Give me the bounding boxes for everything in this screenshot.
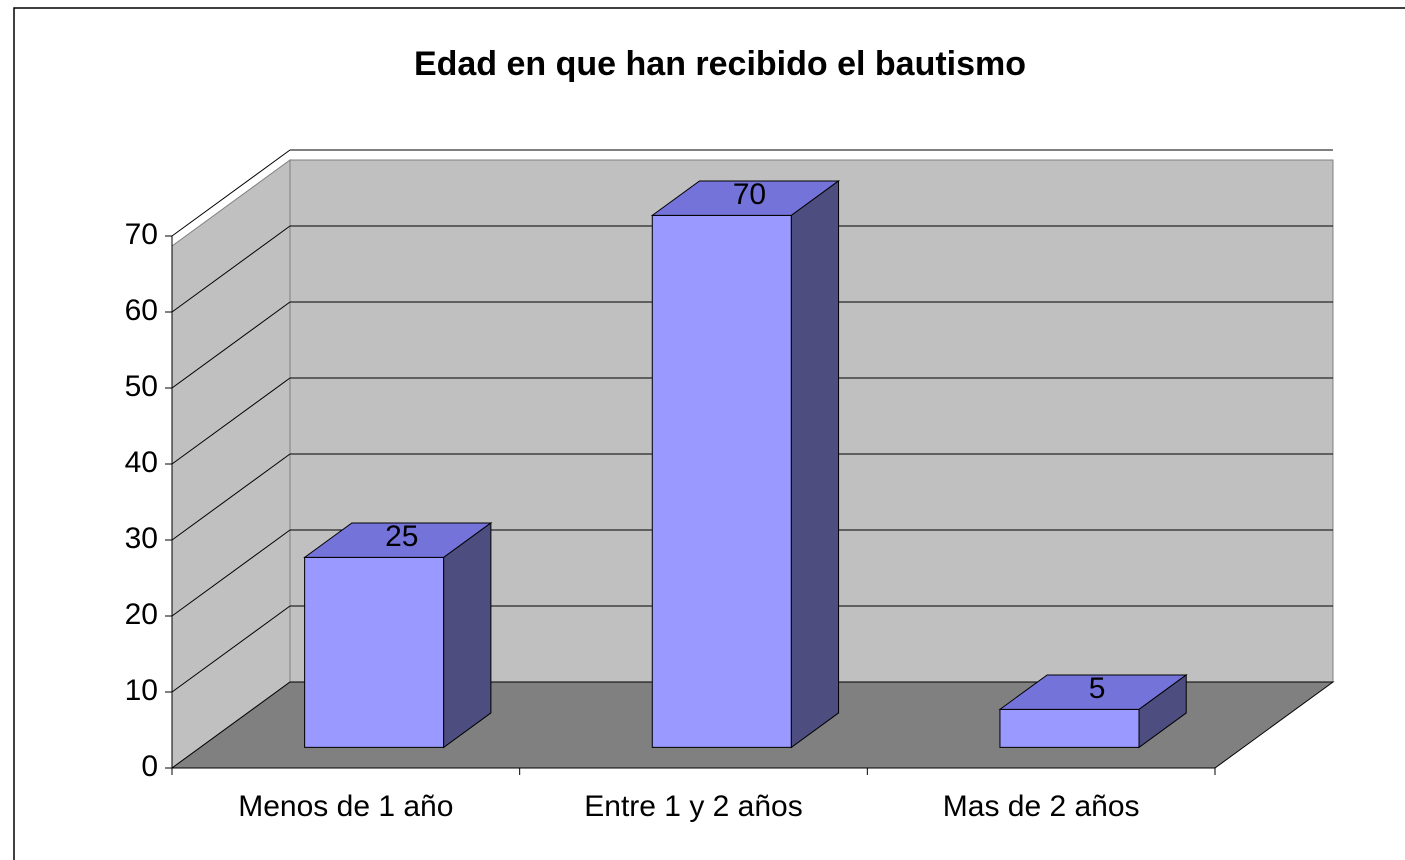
x-tick-label: Menos de 1 año (238, 790, 453, 823)
grid-line (171, 605, 291, 693)
y-tick-label: 40 (125, 446, 158, 479)
x-tick-label: Mas de 2 años (943, 790, 1140, 823)
y-tick-label: 10 (125, 674, 158, 707)
x-tick-label: Entre 1 y 2 años (584, 790, 802, 823)
chart-title: Edad en que han recibido el bautismo (414, 45, 1026, 83)
bar (304, 556, 445, 748)
grid-line (171, 301, 291, 389)
side-wall (171, 159, 291, 769)
value-label: 5 (1089, 672, 1106, 705)
grid-line (171, 453, 291, 541)
bar-side (1138, 673, 1187, 749)
grid-line (171, 149, 291, 237)
y-tick-label: 0 (141, 750, 158, 783)
y-tick-label: 60 (125, 294, 158, 327)
y-tick-label: 70 (125, 218, 158, 251)
bar-side (443, 521, 492, 749)
y-tick-label: 20 (125, 598, 158, 631)
bar (651, 214, 792, 748)
y-tick-label: 30 (125, 522, 158, 555)
bar (999, 708, 1140, 748)
value-label: 70 (733, 178, 766, 211)
bar-side (790, 179, 840, 749)
grid-line (171, 529, 291, 617)
grid-line (171, 225, 291, 313)
grid-line (171, 377, 291, 465)
value-label: 25 (385, 520, 418, 553)
y-tick-label: 50 (125, 370, 158, 403)
